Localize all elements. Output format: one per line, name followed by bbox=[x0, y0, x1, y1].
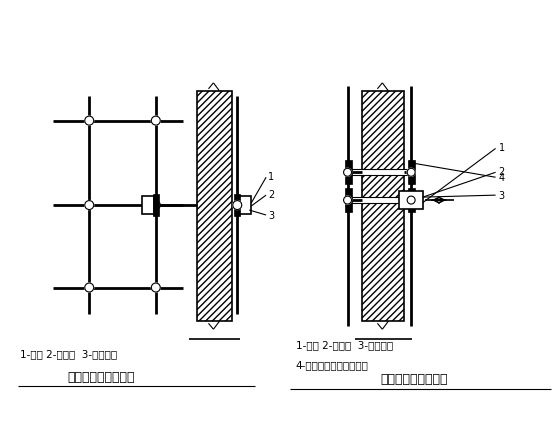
Text: 2: 2 bbox=[268, 190, 274, 200]
Bar bbox=[197, 92, 232, 322]
Circle shape bbox=[151, 201, 160, 210]
Circle shape bbox=[344, 197, 352, 205]
Bar bbox=[344, 161, 352, 185]
Bar bbox=[239, 197, 251, 215]
Text: 3: 3 bbox=[268, 211, 274, 221]
Bar bbox=[142, 197, 154, 215]
Text: 1-岗木 2-短钓管  3-直角扣件: 1-岗木 2-短钓管 3-直角扣件 bbox=[296, 339, 393, 349]
Text: 1-岗木 2-短钓管  3-直角扣件: 1-岗木 2-短钓管 3-直角扣件 bbox=[20, 348, 117, 358]
Bar bbox=[153, 195, 159, 216]
Circle shape bbox=[151, 117, 160, 126]
Circle shape bbox=[85, 117, 94, 126]
Bar bbox=[344, 189, 352, 212]
Circle shape bbox=[151, 283, 160, 292]
Circle shape bbox=[344, 169, 352, 177]
Text: 4-连向立柱或横向水平杆: 4-连向立柱或横向水平杆 bbox=[296, 359, 369, 369]
Circle shape bbox=[233, 201, 242, 210]
Circle shape bbox=[407, 197, 415, 205]
Bar bbox=[234, 195, 240, 216]
Bar bbox=[351, 170, 407, 176]
Circle shape bbox=[407, 169, 415, 177]
Text: 2: 2 bbox=[498, 167, 505, 177]
Circle shape bbox=[85, 283, 94, 292]
Text: 门窗洞口处的连墙点: 门窗洞口处的连墙点 bbox=[380, 372, 448, 386]
Bar bbox=[408, 161, 415, 185]
Text: 1: 1 bbox=[268, 172, 274, 182]
Text: 双排脚手架（平面）: 双排脚手架（平面） bbox=[67, 371, 135, 384]
Text: 3: 3 bbox=[498, 190, 505, 201]
Circle shape bbox=[85, 201, 94, 210]
Bar bbox=[408, 189, 415, 212]
Bar bbox=[399, 192, 423, 209]
Bar bbox=[362, 92, 404, 322]
Text: 1: 1 bbox=[498, 143, 505, 153]
Text: 4: 4 bbox=[498, 173, 505, 183]
Bar bbox=[351, 198, 407, 203]
